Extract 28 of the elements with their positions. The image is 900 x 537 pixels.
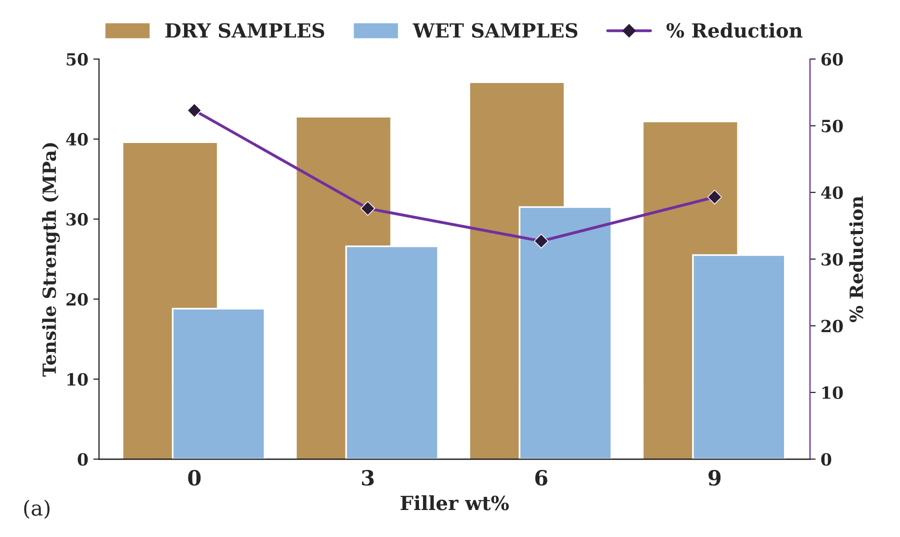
legend-label: DRY SAMPLES: [165, 23, 324, 38]
x-tick-label: 9: [708, 470, 721, 486]
y-tick-label: 50: [66, 53, 88, 66]
x-tick-label: 3: [362, 470, 374, 486]
y-tick-label: 40: [66, 133, 88, 146]
y-tick-label: 30: [66, 213, 88, 226]
bar: [692, 254, 786, 460]
y-axis-title: Tensile Strength (MPa): [42, 143, 60, 377]
x-tick-label: 0: [188, 470, 201, 486]
y-tick-label: 10: [67, 373, 88, 386]
y2-tick-label: 40: [821, 186, 843, 199]
y2-tick-label: 30: [822, 253, 843, 266]
x-axis-title: Filler wt%: [400, 495, 509, 510]
bar: [172, 308, 266, 460]
bar: [518, 206, 612, 460]
y2-axis-title: % Reduction: [849, 196, 864, 322]
y2-tick-label: 50: [822, 120, 843, 132]
y2-tick-label: 0: [821, 453, 832, 466]
y2-tick-label: 60: [821, 53, 843, 66]
legend-label: % Reduction: [666, 22, 802, 38]
text: (a): [24, 500, 50, 519]
y-tick-label: 20: [66, 293, 88, 306]
legend-label: WET SAMPLES: [412, 23, 578, 38]
y2-tick-label: 10: [822, 386, 843, 400]
x-tick-label: 6: [535, 470, 548, 486]
y-tick-label: 0: [78, 453, 88, 466]
y2-tick-label: 20: [822, 320, 843, 332]
bar: [345, 245, 439, 460]
